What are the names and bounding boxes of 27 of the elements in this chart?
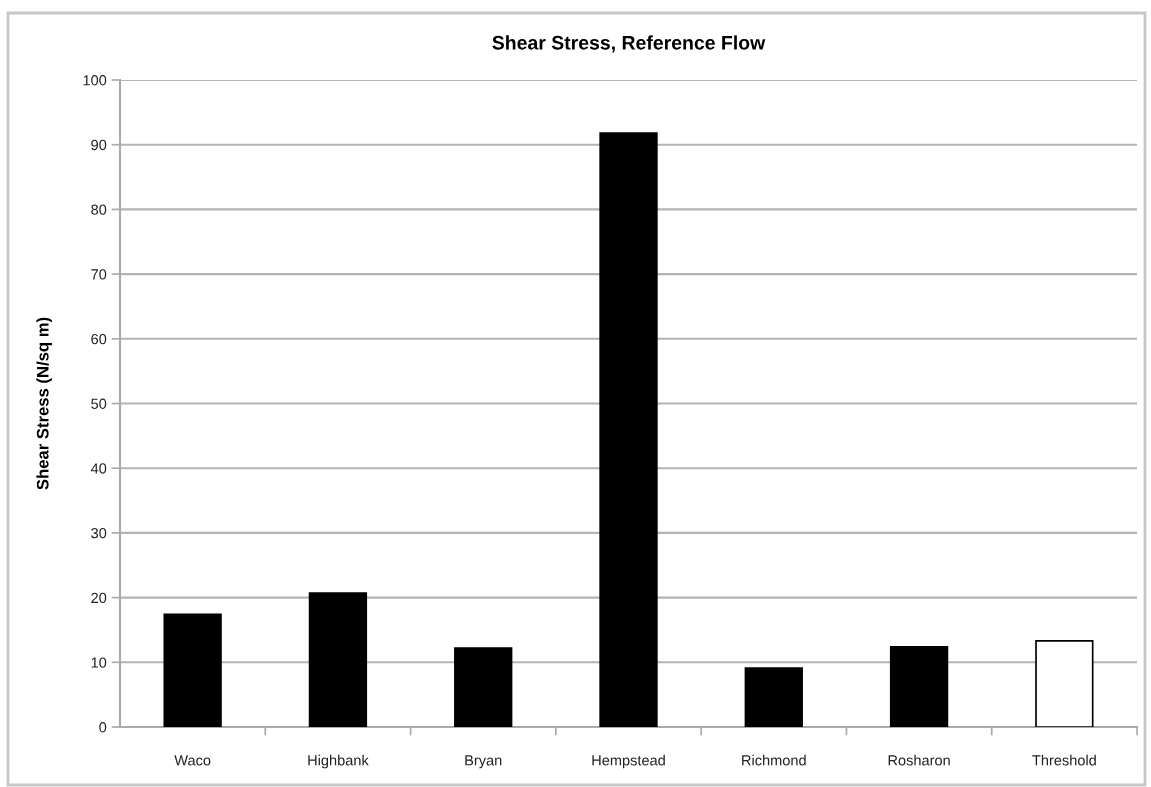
y-tick-label: 80 [91,204,107,215]
y-tick-label: 0 [99,722,107,733]
bar [454,647,513,727]
y-tick-label: 90 [91,139,107,151]
x-tick-label: Highbank [308,754,369,769]
x-tick-label: Richmond [742,754,806,766]
x-tick-label: Waco [174,755,211,766]
chart-title: Shear Stress, Reference Flow [492,35,766,53]
y-tick-label: 60 [91,333,107,345]
y-tick-label: 30 [91,528,107,539]
bar [163,613,222,727]
y-tick-label: 70 [91,269,107,280]
y-axis-title: Shear Stress (N/sq m) [36,317,52,490]
x-tick-label: Hempstead [592,754,665,769]
x-tick-label: Bryan [465,755,502,769]
bar [744,667,803,727]
x-tick-label: Rosharon [888,754,950,766]
bar [889,645,949,727]
y-tick-label: 40 [90,463,107,474]
y-tick-label: 50 [91,398,107,409]
bar [599,132,658,727]
bar [1035,640,1094,727]
y-tick-label: 20 [91,592,107,604]
y-tick-label: 100 [83,75,107,86]
y-tick-label: 10 [91,657,107,668]
bar [308,592,368,727]
x-tick-label: Threshold [1032,754,1096,766]
